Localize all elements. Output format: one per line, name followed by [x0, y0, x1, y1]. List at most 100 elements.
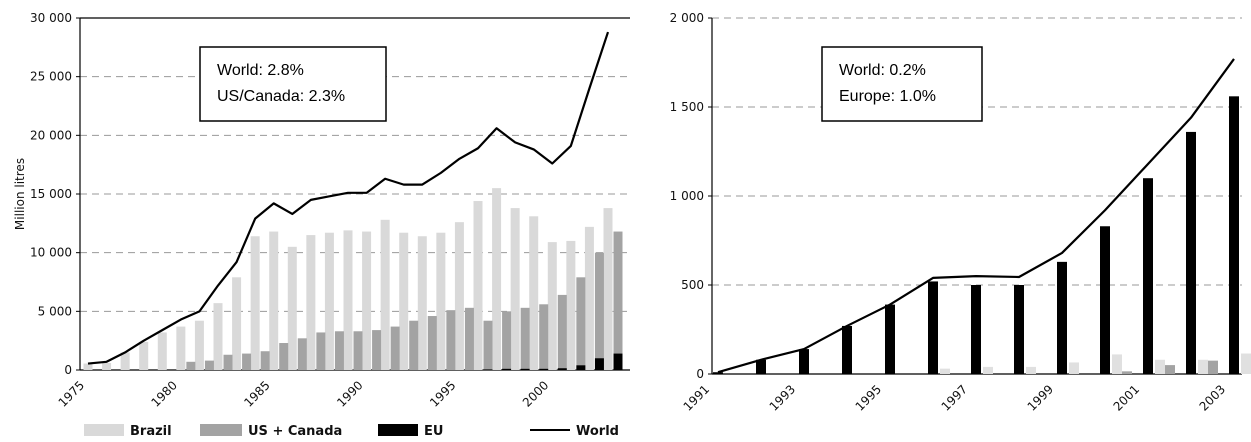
- bar: [594, 358, 604, 370]
- bar: [1186, 131, 1196, 374]
- annotation-text: Europe: 1.0%: [839, 88, 936, 105]
- x-tick-label: 1975: [56, 378, 87, 409]
- bar: [928, 281, 938, 374]
- bar: [409, 320, 419, 370]
- bar: [547, 242, 557, 370]
- bar: [520, 307, 530, 370]
- bar: [799, 349, 809, 374]
- bar: [756, 359, 766, 374]
- bar: [446, 310, 456, 370]
- bar: [971, 285, 981, 374]
- bar: [576, 365, 586, 370]
- bar: [223, 354, 233, 370]
- bar: [940, 368, 950, 374]
- x-tick-label: 2003: [1197, 382, 1228, 413]
- y-tick-label: 10 000: [30, 246, 72, 260]
- bar: [483, 369, 493, 370]
- bar: [1057, 261, 1067, 374]
- bar: [1026, 366, 1036, 374]
- bar: [1069, 362, 1079, 374]
- bar: [120, 352, 130, 370]
- bar: [1100, 226, 1110, 374]
- y-tick-label: 2 000: [670, 11, 704, 25]
- bar: [1208, 360, 1218, 374]
- bar: [1241, 353, 1251, 374]
- bar: [297, 338, 307, 370]
- bar: [306, 235, 316, 370]
- y-tick-label: 25 000: [30, 70, 72, 84]
- bar: [260, 351, 270, 370]
- y-tick-label: 1 000: [670, 189, 704, 203]
- x-tick-label: 1990: [334, 378, 365, 409]
- legend: Brazil US + Canada EU World: [84, 424, 619, 439]
- bar: [603, 208, 613, 370]
- bar: [194, 320, 204, 370]
- bar: [1165, 365, 1175, 374]
- bar: [557, 368, 567, 370]
- bar: [613, 231, 623, 370]
- bar: [502, 311, 512, 370]
- legend-swatch: [200, 424, 242, 436]
- bar: [362, 231, 372, 370]
- y-tick-label: 0: [64, 363, 72, 377]
- x-tick-label: 1999: [1025, 382, 1056, 413]
- bar: [464, 307, 474, 370]
- legend-swatch: [84, 424, 124, 436]
- annotation-text: World: 2.8%: [217, 62, 304, 79]
- bar: [566, 240, 576, 370]
- bar: [557, 294, 567, 370]
- bar: [1155, 359, 1165, 374]
- annotation-box: [199, 46, 387, 122]
- bar: [324, 232, 334, 370]
- bar: [343, 230, 353, 370]
- annotation-box: [821, 46, 983, 122]
- y-tick-label: 20 000: [30, 128, 72, 142]
- bar: [502, 368, 512, 370]
- bar: [157, 332, 167, 370]
- bar: [539, 304, 549, 370]
- bar: [279, 343, 289, 370]
- bar: [520, 368, 530, 370]
- y-tick-label: 30 000: [30, 11, 72, 25]
- bar: [842, 325, 852, 374]
- bar: [186, 361, 196, 370]
- bar: [594, 252, 604, 370]
- y-tick-label: 0: [696, 367, 704, 381]
- x-tick-label: 1980: [148, 378, 179, 409]
- bar: [584, 226, 594, 370]
- y-tick-label: 15 000: [30, 187, 72, 201]
- x-tick-label: 1993: [767, 382, 798, 413]
- bar: [885, 304, 895, 374]
- series-line: [87, 31, 610, 365]
- bar: [417, 236, 427, 370]
- bar: [492, 188, 502, 370]
- x-tick-label: 1995: [853, 382, 884, 413]
- bar: [316, 332, 326, 370]
- x-tick-label: 1997: [939, 382, 970, 413]
- chart-left: 0 5 000 10 000 15 000 20 000 25 000 30 000 1975…: [13, 11, 630, 410]
- bar: [176, 326, 186, 370]
- bar: [232, 277, 242, 370]
- bar: [269, 231, 279, 370]
- bar: [613, 353, 623, 370]
- bar: [1229, 96, 1239, 374]
- bar: [483, 320, 493, 370]
- series-line: [717, 58, 1235, 374]
- bar: [713, 372, 723, 374]
- bar: [1112, 354, 1122, 374]
- bar: [436, 232, 446, 370]
- bar: [213, 303, 223, 370]
- bar: [1198, 359, 1208, 374]
- bar: [102, 362, 112, 370]
- bar: [204, 360, 214, 370]
- bar: [242, 353, 252, 370]
- legend-label: US + Canada: [248, 424, 342, 439]
- legend-label: EU: [424, 424, 443, 439]
- bar: [454, 222, 464, 370]
- y-tick-label: 5 000: [38, 304, 72, 318]
- bar: [399, 232, 409, 370]
- bar: [529, 216, 539, 370]
- bar: [576, 277, 586, 370]
- x-tick-label: 2001: [1111, 382, 1142, 413]
- bar: [334, 331, 344, 370]
